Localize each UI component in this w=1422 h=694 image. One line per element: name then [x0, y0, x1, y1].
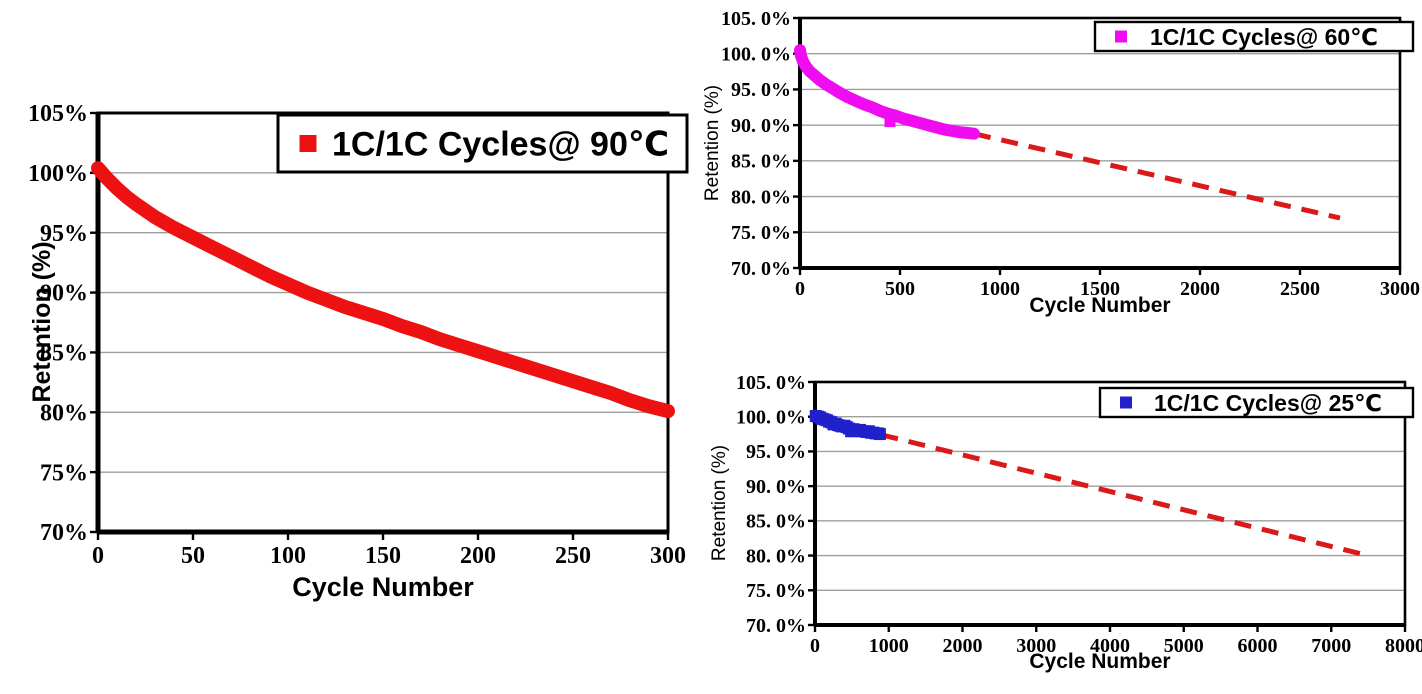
x-tick-label: 300: [650, 543, 686, 569]
chart-cycle-life-25c: 105. 0% 100. 0% 95. 0% 90. 0% 85. 0% 80. 0% 75…: [709, 372, 1422, 673]
y-tick-label: 105%: [28, 101, 88, 127]
legend-label: 1C/1C Cycles@ 90℃: [332, 126, 669, 164]
y-tick-label: 80. 0%: [746, 545, 806, 567]
y-axis-title: Retention (%): [702, 85, 723, 201]
data-point-marker: [873, 428, 886, 441]
legend-box: [1093, 20, 1415, 53]
y-tick-label: 95. 0%: [731, 79, 791, 101]
y-axis-title: Retention (%): [28, 241, 56, 402]
chart-cycle-life-90c: 105% 100% 95% 90% 85% 80% 75% 70%0 50 100 150 200 25…: [28, 101, 689, 602]
y-tick-label: 100%: [28, 161, 88, 187]
y-tick-label: 70. 0%: [731, 258, 791, 280]
y-tick-label: 85. 0%: [746, 511, 806, 533]
y-tick-label: 90. 0%: [746, 476, 806, 498]
y-tick-label: 85. 0%: [731, 151, 791, 173]
x-tick-label: 7000: [1311, 635, 1351, 657]
y-tick-label: 70. 0%: [746, 615, 806, 637]
x-tick-label: 150: [365, 543, 401, 569]
data-series-band: [794, 44, 980, 140]
x-tick-label: 6000: [1238, 635, 1278, 657]
trend-dashed-line: [973, 131, 1341, 221]
y-tick-label: 95. 0%: [746, 441, 806, 463]
x-tick-label: 3000: [1016, 635, 1056, 657]
y-tick-label: 70%: [40, 520, 88, 546]
x-tick-label: 250: [555, 543, 591, 569]
x-tick-label: 500: [885, 278, 915, 300]
x-tick-label: 1000: [869, 635, 909, 657]
x-tick-label: 0: [92, 543, 104, 569]
x-tick-label: 4000: [1090, 635, 1130, 657]
y-tick-label: 75%: [40, 460, 88, 486]
y-tick-label: 90%: [40, 281, 88, 307]
x-axis-title: Cycle Number: [1029, 650, 1170, 673]
y-axis-title: Retention (%): [709, 445, 730, 561]
legend-box: [276, 113, 689, 174]
y-tick-label: 95%: [40, 221, 88, 247]
x-tick-label: 5000: [1164, 635, 1204, 657]
y-tick-label: 80%: [40, 400, 88, 426]
legend-label: 1C/1C Cycles@ 25℃: [1154, 390, 1382, 416]
x-tick-label: 3000: [1380, 278, 1420, 300]
x-tick-label: 1000: [980, 278, 1020, 300]
y-tick-label: 75. 0%: [746, 580, 806, 602]
y-tick-label: 85%: [40, 341, 88, 367]
chart-cycle-life-60c: 105. 0% 100. 0% 95. 0% 90. 0% 85. 0% 80. 0% 75…: [702, 8, 1420, 317]
x-tick-label: 200: [460, 543, 496, 569]
legend-label: 1C/1C Cycles@ 60℃: [1150, 24, 1378, 50]
x-axis-title: Cycle Number: [292, 572, 474, 602]
y-tick-label: 100. 0%: [736, 407, 806, 429]
x-axis-title: Cycle Number: [1029, 294, 1170, 317]
x-tick-label: 2000: [1180, 278, 1220, 300]
y-tick-label: 75. 0%: [731, 222, 791, 244]
legend-marker-icon: [299, 135, 317, 152]
x-tick-label: 50: [181, 543, 205, 569]
x-tick-label: 100: [270, 543, 306, 569]
trend-dashed-line: [880, 432, 1369, 558]
legend-marker-icon: [1115, 30, 1127, 43]
y-tick-label: 80. 0%: [731, 186, 791, 208]
legend-box: [1098, 386, 1415, 419]
x-tick-label: 8000: [1385, 635, 1422, 657]
x-tick-label: 0: [810, 635, 820, 657]
x-tick-label: 2000: [943, 635, 983, 657]
legend-marker-icon: [1120, 396, 1132, 409]
data-point-marker: [884, 116, 896, 128]
plot-border: [798, 16, 1402, 270]
x-tick-label: 1500: [1080, 278, 1120, 300]
data-series-band: [91, 161, 675, 419]
x-tick-label: 0: [795, 278, 805, 300]
plot-border: [813, 380, 1407, 627]
y-tick-label: 105. 0%: [721, 8, 791, 30]
y-tick-label: 105. 0%: [736, 372, 806, 394]
x-tick-label: 2500: [1280, 278, 1320, 300]
y-tick-label: 100. 0%: [721, 44, 791, 66]
y-tick-label: 90. 0%: [731, 115, 791, 137]
